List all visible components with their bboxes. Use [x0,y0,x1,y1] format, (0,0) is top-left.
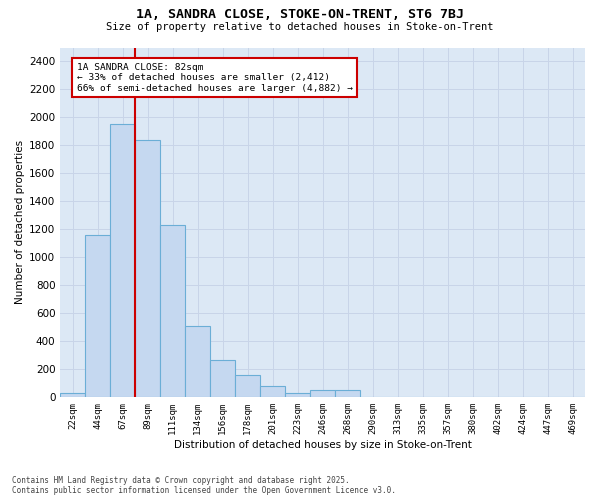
Bar [160,225,185,398]
Bar [335,390,360,398]
Bar [135,140,160,398]
Bar [210,360,235,398]
Text: Contains HM Land Registry data © Crown copyright and database right 2025.
Contai: Contains HM Land Registry data © Crown c… [12,476,396,495]
Bar [185,326,210,398]
Text: 1A, SANDRA CLOSE, STOKE-ON-TRENT, ST6 7BJ: 1A, SANDRA CLOSE, STOKE-ON-TRENT, ST6 7B… [136,8,464,20]
X-axis label: Distribution of detached houses by size in Stoke-on-Trent: Distribution of detached houses by size … [174,440,472,450]
Text: 1A SANDRA CLOSE: 82sqm
← 33% of detached houses are smaller (2,412)
66% of semi-: 1A SANDRA CLOSE: 82sqm ← 33% of detached… [77,63,353,92]
Bar [235,375,260,398]
Bar [285,393,310,398]
Bar [310,390,335,398]
Bar [260,386,285,398]
Text: Size of property relative to detached houses in Stoke-on-Trent: Size of property relative to detached ho… [106,22,494,32]
Bar [85,235,110,398]
Y-axis label: Number of detached properties: Number of detached properties [15,140,25,304]
Bar [60,393,85,398]
Bar [110,124,135,398]
